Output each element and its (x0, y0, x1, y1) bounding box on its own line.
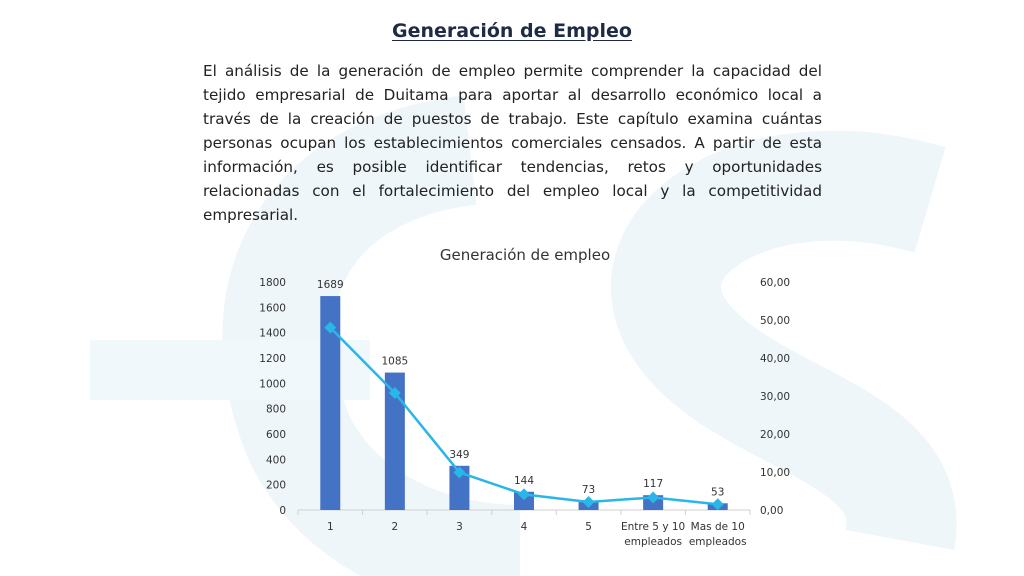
bar-data-label: 1689 (317, 279, 344, 291)
bar-data-label: 117 (643, 478, 663, 490)
page-heading: Generación de Empleo (0, 20, 1024, 42)
line-point (388, 386, 401, 399)
y-left-tick-label: 1600 (259, 302, 286, 314)
bar (449, 465, 470, 510)
y-right-tick-label: 40,00 (760, 353, 790, 365)
bar-data-label: 349 (449, 449, 469, 461)
bar-data-label: 144 (514, 475, 534, 487)
y-left-tick-label: 1400 (259, 328, 286, 340)
y-left-tick-label: 200 (266, 480, 286, 492)
x-tick-label: 5 (585, 521, 592, 533)
bar-data-label: 73 (582, 484, 595, 496)
y-right-tick-label: 50,00 (760, 315, 790, 327)
y-left-tick-label: 0 (279, 505, 286, 517)
y-right-tick-label: 10,00 (760, 467, 790, 479)
y-left-tick-label: 400 (266, 454, 286, 466)
x-tick-label: Mas de 10 (691, 521, 745, 533)
chart-title: Generación de empleo (440, 246, 610, 264)
x-tick-label: empleados (689, 536, 747, 548)
x-tick-label: Entre 5 y 10 (621, 521, 685, 533)
bar (514, 491, 534, 510)
bar-data-label: 53 (711, 486, 724, 498)
x-tick-label: 2 (392, 521, 399, 533)
line-point (453, 466, 466, 479)
y-right-tick-label: 60,00 (760, 277, 790, 289)
intro-paragraph: El análisis de la generación de empleo p… (203, 62, 822, 224)
line-point (647, 491, 660, 504)
y-left-tick-label: 800 (266, 404, 286, 416)
line-point (711, 498, 724, 511)
y-left-tick-label: 600 (266, 429, 286, 441)
line-point (518, 488, 530, 501)
x-tick-label: 1 (327, 521, 334, 533)
x-tick-label: 4 (521, 521, 528, 533)
page-heading-text: Generación de Empleo (392, 20, 632, 42)
x-tick-label: empleados (624, 536, 682, 548)
y-left-tick-label: 1000 (259, 378, 286, 390)
y-right-tick-label: 20,00 (760, 429, 790, 441)
line-point (324, 321, 337, 334)
bar-data-label: 1085 (381, 356, 408, 368)
line-point (582, 496, 595, 509)
y-left-tick-label: 1800 (259, 277, 286, 289)
y-left-tick-label: 1200 (259, 353, 286, 365)
bar (384, 372, 405, 510)
y-right-tick-label: 30,00 (760, 391, 790, 403)
bar (320, 296, 341, 510)
y-right-tick-label: 0,00 (760, 505, 783, 517)
x-tick-label: 3 (456, 521, 463, 533)
